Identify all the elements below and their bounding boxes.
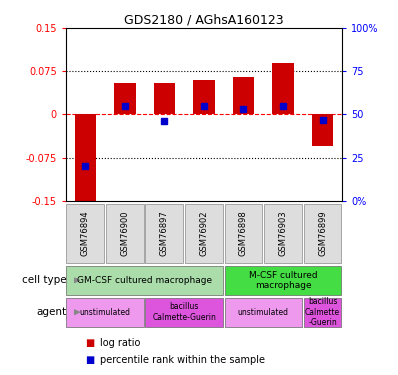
Title: GDS2180 / AGhsA160123: GDS2180 / AGhsA160123 xyxy=(124,14,284,27)
Text: GSM76894: GSM76894 xyxy=(81,211,90,256)
Text: agent: agent xyxy=(36,307,66,317)
Text: GM-CSF cultured macrophage: GM-CSF cultured macrophage xyxy=(77,276,212,285)
Text: ■: ■ xyxy=(86,338,95,348)
Bar xyxy=(146,204,183,263)
Bar xyxy=(224,204,262,263)
Text: cell type: cell type xyxy=(22,275,66,285)
Bar xyxy=(224,266,341,295)
Bar xyxy=(66,266,223,295)
Text: GSM76902: GSM76902 xyxy=(199,211,209,256)
Text: GSM76899: GSM76899 xyxy=(318,211,327,256)
Text: ■: ■ xyxy=(86,355,95,365)
Text: GSM76900: GSM76900 xyxy=(121,211,129,256)
Bar xyxy=(154,83,176,114)
Text: log ratio: log ratio xyxy=(100,338,140,348)
Text: bacillus
Calmette
-Guerin: bacillus Calmette -Guerin xyxy=(305,297,340,327)
Bar xyxy=(224,297,302,327)
Bar xyxy=(264,204,302,263)
Text: unstimulated: unstimulated xyxy=(80,308,131,316)
Bar xyxy=(114,83,136,114)
Text: GSM76903: GSM76903 xyxy=(279,211,287,256)
Bar xyxy=(232,77,254,114)
Text: M-CSF cultured
macrophage: M-CSF cultured macrophage xyxy=(249,271,317,290)
Bar xyxy=(312,114,334,146)
Bar xyxy=(304,297,341,327)
Bar xyxy=(304,204,341,263)
Bar xyxy=(106,204,144,263)
Text: percentile rank within the sample: percentile rank within the sample xyxy=(100,355,265,365)
Bar xyxy=(74,114,96,204)
Bar xyxy=(146,297,223,327)
Bar xyxy=(272,63,294,114)
Text: GSM76898: GSM76898 xyxy=(239,210,248,256)
Text: unstimulated: unstimulated xyxy=(238,308,289,316)
Bar xyxy=(185,204,223,263)
Text: GSM76897: GSM76897 xyxy=(160,210,169,256)
Bar xyxy=(193,80,215,114)
Text: bacillus
Calmette-Guerin: bacillus Calmette-Guerin xyxy=(152,303,216,322)
Bar xyxy=(66,297,144,327)
Bar xyxy=(66,204,104,263)
